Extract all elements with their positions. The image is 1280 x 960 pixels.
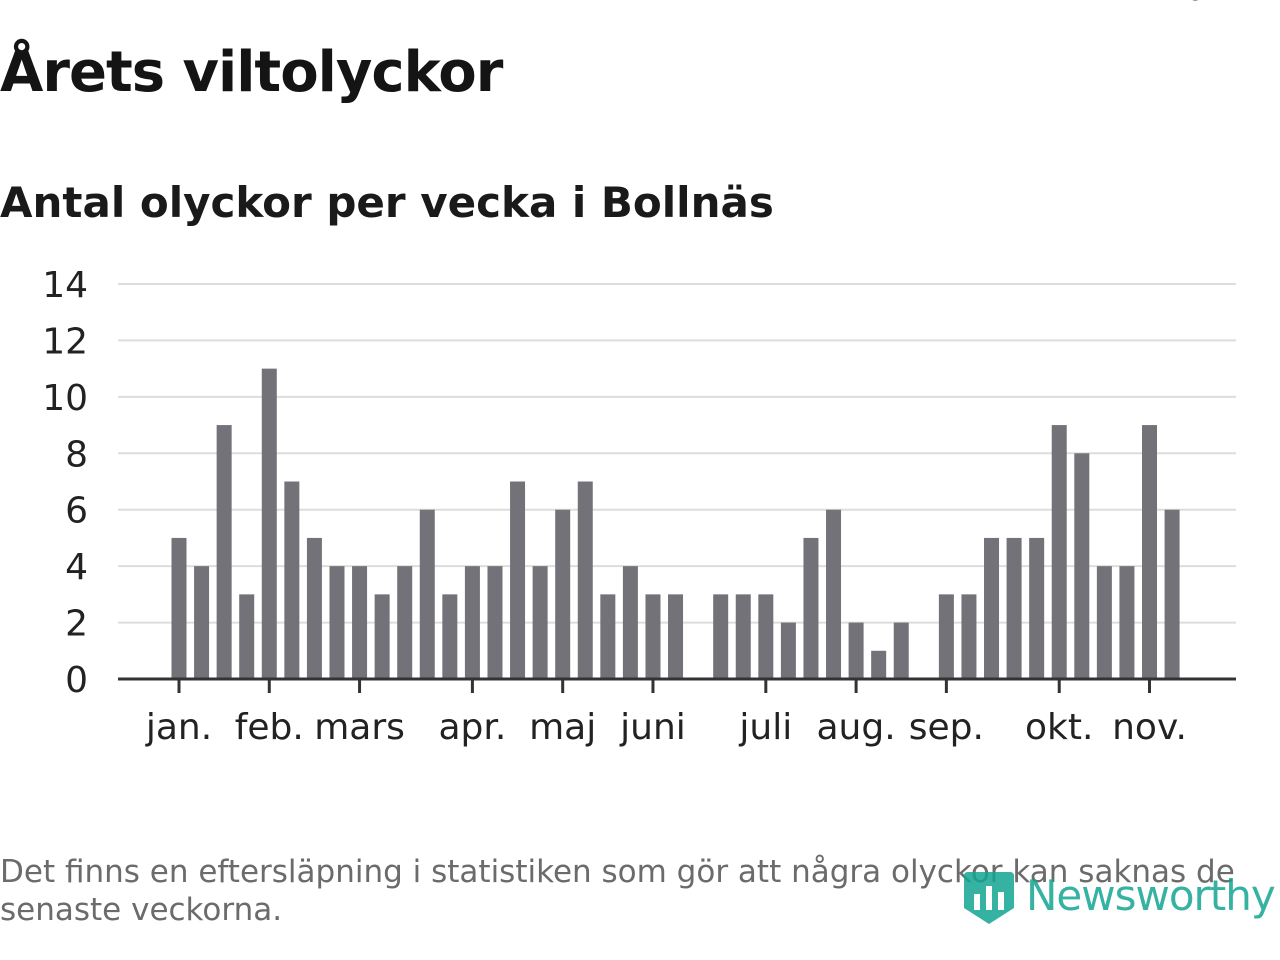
bar [713,594,729,679]
bar [284,481,300,679]
bar [1164,509,1180,679]
chart-title: Årets viltolyckor [0,40,503,105]
bar [984,537,1000,679]
x-tick-label: jan. [145,707,212,748]
bar [668,594,684,679]
bar [803,537,819,679]
x-tick-label: maj [529,707,596,748]
bar [261,368,277,679]
bar [442,594,458,679]
bar [758,594,774,679]
bar [893,622,909,679]
bar [171,537,187,679]
x-tick-label: aug. [817,707,896,748]
bar [510,481,526,679]
x-tick-label: okt. [1025,707,1093,748]
bar [1074,453,1090,679]
bar [329,566,345,679]
y-tick-label: 12 [42,321,88,362]
x-tick-label: mars [314,707,405,748]
newsworthy-logo-icon [964,872,1014,924]
x-tick-label: apr. [438,707,506,748]
bar [871,650,887,679]
x-tick-label: sep. [909,707,984,748]
bar [780,622,796,679]
bar [1051,425,1067,679]
y-tick-label: 4 [65,547,88,588]
bar [600,594,616,679]
bar [216,425,232,679]
bar [1006,537,1022,679]
bar [826,509,842,679]
bar [374,594,390,679]
y-tick-label: 6 [65,491,88,532]
x-tick-label: juni [619,707,686,748]
bar [532,566,548,679]
bar [487,566,503,679]
x-tick-label: feb. [235,707,304,748]
bar [1096,566,1112,679]
y-tick-label: 10 [42,378,88,419]
footnote: Det finns en eftersläpning i statistiken… [0,854,1235,928]
bar [1142,425,1158,679]
bar [464,566,480,679]
bar [848,622,864,679]
bar [419,509,435,679]
bar [306,537,322,679]
y-tick-label: 14 [42,265,88,306]
bar [622,566,638,679]
y-tick-label: 0 [65,660,88,701]
brand-name: Newsworthy [1026,870,1276,920]
x-tick-label: nov. [1112,707,1187,748]
bar [735,594,751,679]
x-tick-label: juli [738,707,792,748]
bar [555,509,571,679]
bar [1119,566,1135,679]
bar [938,594,954,679]
newsworthy-logo: Newsworthy [962,862,1276,928]
bar [577,481,593,679]
y-tick-label: 2 [65,604,88,645]
y-tick-label: 8 [65,434,88,475]
bar [397,566,413,679]
bar [961,594,977,679]
data-label: 6 [1184,0,1204,8]
bar [1029,537,1045,679]
bar [352,566,368,679]
bar [194,566,210,679]
chart-subtitle: Antal olyckor per vecka i Bollnäs [0,178,774,227]
bar [645,594,661,679]
bar [239,594,255,679]
